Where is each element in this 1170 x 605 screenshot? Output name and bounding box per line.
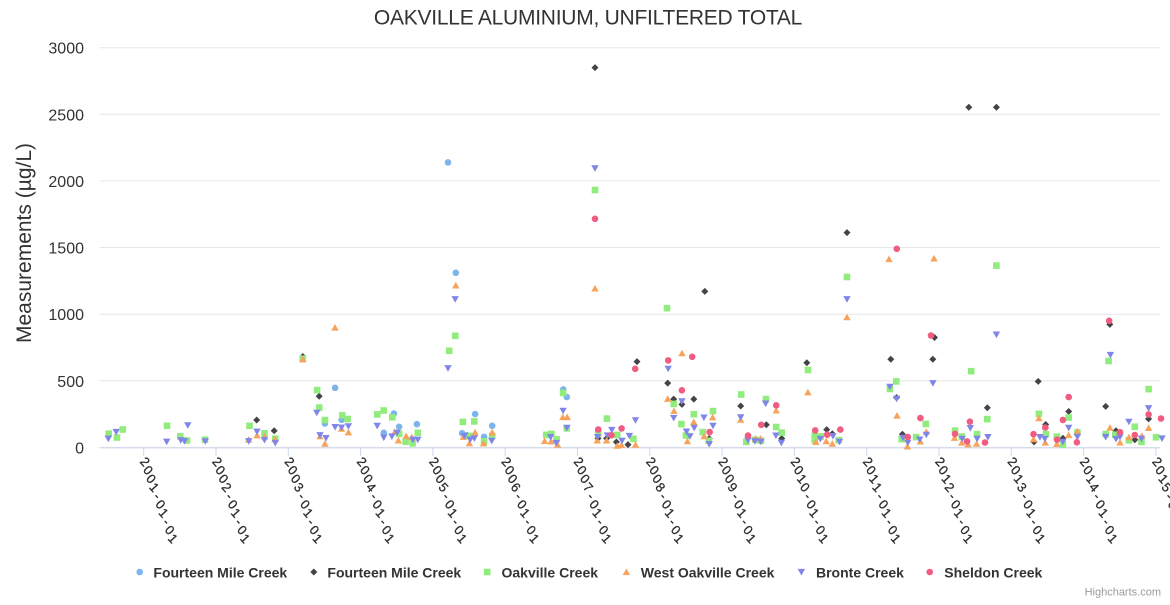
svg-text:OAKVILLE ALUMINIUM, UNFILTERED: OAKVILLE ALUMINIUM, UNFILTERED TOTAL — [374, 7, 802, 30]
svg-text:Bronte Creek: Bronte Creek — [816, 565, 904, 581]
svg-text:1000: 1000 — [48, 307, 84, 324]
svg-text:Fourteen Mile Creek: Fourteen Mile Creek — [327, 565, 461, 581]
svg-text:Measurements (µg/L): Measurements (µg/L) — [13, 143, 36, 343]
svg-text:500: 500 — [57, 374, 84, 391]
svg-text:5: 5 — [1159, 480, 1170, 495]
svg-text:Fourteen Mile Creek: Fourteen Mile Creek — [153, 565, 287, 581]
svg-text:-: - — [1163, 489, 1170, 502]
svg-text:3000: 3000 — [48, 41, 84, 58]
svg-text:Highcharts.com: Highcharts.com — [1085, 587, 1161, 599]
svg-text:Sheldon Creek: Sheldon Creek — [944, 565, 1042, 581]
svg-text:1500: 1500 — [48, 241, 84, 258]
svg-text:West Oakville Creek: West Oakville Creek — [641, 565, 775, 581]
svg-text:2000: 2000 — [48, 174, 84, 191]
svg-text:Oakville Creek: Oakville Creek — [502, 565, 599, 581]
svg-text:0: 0 — [1165, 497, 1170, 512]
svg-text:2500: 2500 — [48, 107, 84, 124]
svg-text:0: 0 — [75, 440, 84, 457]
